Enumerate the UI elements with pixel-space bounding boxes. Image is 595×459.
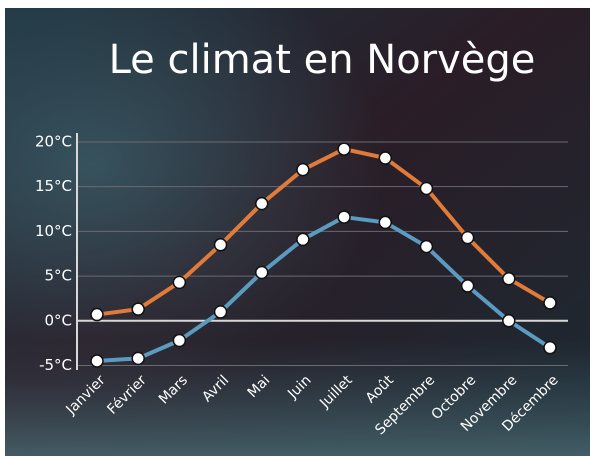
data-point bbox=[213, 305, 228, 319]
series-line bbox=[96, 147, 552, 317]
data-point bbox=[172, 275, 187, 290]
y-tick-label: 5°C bbox=[44, 267, 72, 285]
data-point bbox=[337, 210, 351, 224]
y-tick-label: -5°C bbox=[39, 356, 72, 374]
data-point bbox=[419, 181, 434, 196]
data-point bbox=[254, 196, 269, 211]
data-point bbox=[502, 272, 516, 286]
data-point bbox=[378, 215, 393, 230]
y-tick-label: 10°C bbox=[35, 222, 72, 240]
series-line bbox=[96, 215, 552, 364]
data-point bbox=[131, 351, 145, 366]
data-point bbox=[543, 340, 557, 355]
data-point bbox=[543, 296, 557, 310]
data-point bbox=[254, 265, 269, 280]
data-point bbox=[460, 279, 475, 293]
y-tick-label: 0°C bbox=[44, 311, 72, 329]
data-point bbox=[460, 230, 475, 245]
data-point bbox=[296, 162, 310, 177]
data-point bbox=[378, 151, 393, 165]
y-tick-label: 15°C bbox=[35, 177, 72, 195]
data-point bbox=[90, 307, 104, 322]
data-point bbox=[296, 232, 310, 247]
data-point bbox=[502, 314, 516, 328]
data-point bbox=[172, 333, 187, 348]
data-point bbox=[213, 238, 228, 252]
data-point bbox=[337, 142, 351, 156]
data-point bbox=[131, 302, 145, 316]
chart-title: Le climat en Norvège bbox=[109, 37, 536, 83]
data-point bbox=[419, 239, 434, 254]
data-point bbox=[90, 354, 104, 368]
y-tick-label: 20°C bbox=[35, 132, 72, 150]
